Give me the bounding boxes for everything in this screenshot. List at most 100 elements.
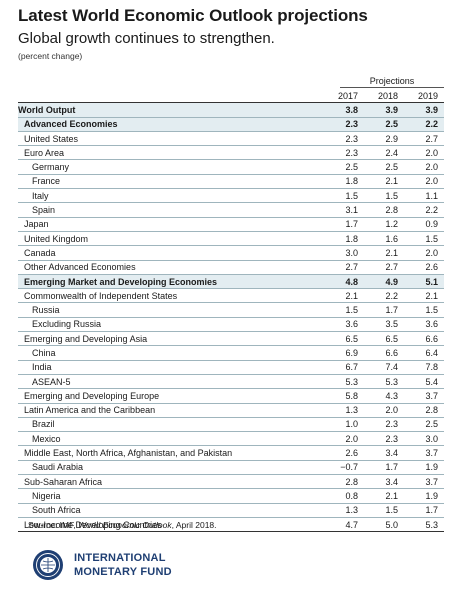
value-2017: 3.8	[324, 102, 364, 118]
row-label: Sub-Saharan Africa	[18, 474, 324, 490]
table-row: Italy 1.5 1.5 1.1	[18, 188, 444, 204]
unit-note: (percent change)	[18, 51, 83, 61]
value-2019: 5.4	[404, 374, 444, 390]
value-2018: 1.5	[364, 503, 404, 518]
row-label: Advanced Economies	[18, 117, 324, 132]
projections-label: Projections	[340, 76, 444, 88]
value-2017: 1.8	[324, 174, 364, 190]
source-note: Source: IMF, World Economic Outlook, Apr…	[28, 520, 217, 530]
value-2018: 2.5	[364, 117, 404, 132]
row-label: South Africa	[18, 503, 324, 518]
value-2017: 2.1	[324, 288, 364, 304]
value-2019: 2.5	[404, 417, 444, 433]
value-2017: 5.3	[324, 374, 364, 390]
value-2019: 2.7	[404, 131, 444, 147]
row-label: Mexico	[18, 431, 324, 447]
value-2017: 2.3	[324, 117, 364, 132]
value-2019: 1.5	[404, 302, 444, 318]
source-publication: World Economic Outlook	[78, 520, 172, 530]
value-2017: 1.5	[324, 302, 364, 318]
value-2017: 0.8	[324, 488, 364, 504]
table-row: Sub-Saharan Africa 2.8 3.4 3.7	[18, 474, 444, 490]
source-suffix: , April 2018.	[171, 520, 217, 530]
value-2017: 1.5	[324, 188, 364, 204]
row-label: World Output	[18, 102, 324, 118]
value-2019: 2.0	[404, 245, 444, 261]
value-2018: 2.3	[364, 431, 404, 447]
row-label: Commonwealth of Independent States	[18, 288, 324, 304]
table-row: United Kingdom 1.8 1.6 1.5	[18, 231, 444, 247]
row-label: Emerging and Developing Europe	[18, 388, 324, 404]
value-2019: 1.9	[404, 488, 444, 504]
table-row: France 1.8 2.1 2.0	[18, 174, 444, 190]
table-row: Saudi Arabia −0.7 1.7 1.9	[18, 460, 444, 476]
value-2019: 1.1	[404, 188, 444, 204]
value-2019: 3.7	[404, 445, 444, 461]
row-label: China	[18, 345, 324, 361]
value-2017: 2.0	[324, 431, 364, 447]
value-2017: 4.7	[324, 517, 364, 533]
table-row: Latin America and the Caribbean 1.3 2.0 2.8	[18, 403, 444, 418]
value-2019: 5.3	[404, 517, 444, 533]
value-2018: 1.2	[364, 217, 404, 232]
org-name-line1: INTERNATIONAL	[74, 552, 166, 564]
row-label: Emerging and Developing Asia	[18, 331, 324, 347]
table-row: Commonwealth of Independent States 2.1 2.2…	[18, 288, 444, 304]
table-row: India 6.7 7.4 7.8	[18, 360, 444, 375]
value-2018: 4.9	[364, 274, 404, 290]
value-2017: 1.3	[324, 403, 364, 418]
table-row: Japan 1.7 1.2 0.9	[18, 217, 444, 232]
value-2018: 3.5	[364, 317, 404, 333]
table-row: Other Advanced Economies 2.7 2.7 2.6	[18, 260, 444, 275]
value-2019: 2.6	[404, 260, 444, 275]
value-2018: 4.3	[364, 388, 404, 404]
value-2018: 1.7	[364, 460, 404, 476]
value-2019: 1.9	[404, 460, 444, 476]
value-2018: 1.6	[364, 231, 404, 247]
value-2018: 1.7	[364, 302, 404, 318]
page-title: Latest World Economic Outlook projection…	[18, 6, 368, 25]
row-label: Emerging Market and Developing Economies	[18, 274, 324, 290]
row-label: ASEAN-5	[18, 374, 324, 390]
value-2019: 2.0	[404, 174, 444, 190]
row-label: Germany	[18, 159, 324, 175]
value-2019: 0.9	[404, 217, 444, 232]
value-2017: 4.8	[324, 274, 364, 290]
table-row: Emerging and Developing Europe 5.8 4.3 3.7	[18, 388, 444, 404]
row-label: Japan	[18, 217, 324, 232]
table-row: South Africa 1.3 1.5 1.7	[18, 503, 444, 518]
value-2017: 1.8	[324, 231, 364, 247]
value-2018: 6.5	[364, 331, 404, 347]
value-2019: 3.0	[404, 431, 444, 447]
org-name-line2: MONETARY FUND	[74, 566, 172, 578]
table-row: China 6.9 6.6 6.4	[18, 345, 444, 361]
row-label: United Kingdom	[18, 231, 324, 247]
value-2019: 2.0	[404, 145, 444, 161]
value-2018: 3.4	[364, 445, 404, 461]
table-row: Excluding Russia 3.6 3.5 3.6	[18, 317, 444, 333]
table-row: Russia 1.5 1.7 1.5	[18, 302, 444, 318]
value-2018: 3.4	[364, 474, 404, 490]
table-row: ASEAN-5 5.3 5.3 5.4	[18, 374, 444, 390]
value-2019: 2.2	[404, 117, 444, 132]
value-2018: 2.4	[364, 145, 404, 161]
value-2017: 5.8	[324, 388, 364, 404]
table-row: Middle East, North Africa, Afghanistan, …	[18, 445, 444, 461]
value-2019: 1.7	[404, 503, 444, 518]
table-row: United States 2.3 2.9 2.7	[18, 131, 444, 147]
value-2018: 2.5	[364, 159, 404, 175]
value-2018: 2.3	[364, 417, 404, 433]
value-2017: 2.8	[324, 474, 364, 490]
row-label: Brazil	[18, 417, 324, 433]
imf-seal-icon	[33, 550, 63, 580]
value-2017: 2.7	[324, 260, 364, 275]
table-row: Germany 2.5 2.5 2.0	[18, 159, 444, 175]
row-label: Russia	[18, 302, 324, 318]
row-label: India	[18, 360, 324, 375]
subtitle: Global growth continues to strengthen.	[18, 30, 275, 47]
value-2019: 3.7	[404, 474, 444, 490]
value-2018: 7.4	[364, 360, 404, 375]
table-row: Canada 3.0 2.1 2.0	[18, 245, 444, 261]
value-2018: 2.0	[364, 403, 404, 418]
header-blank	[18, 89, 324, 104]
